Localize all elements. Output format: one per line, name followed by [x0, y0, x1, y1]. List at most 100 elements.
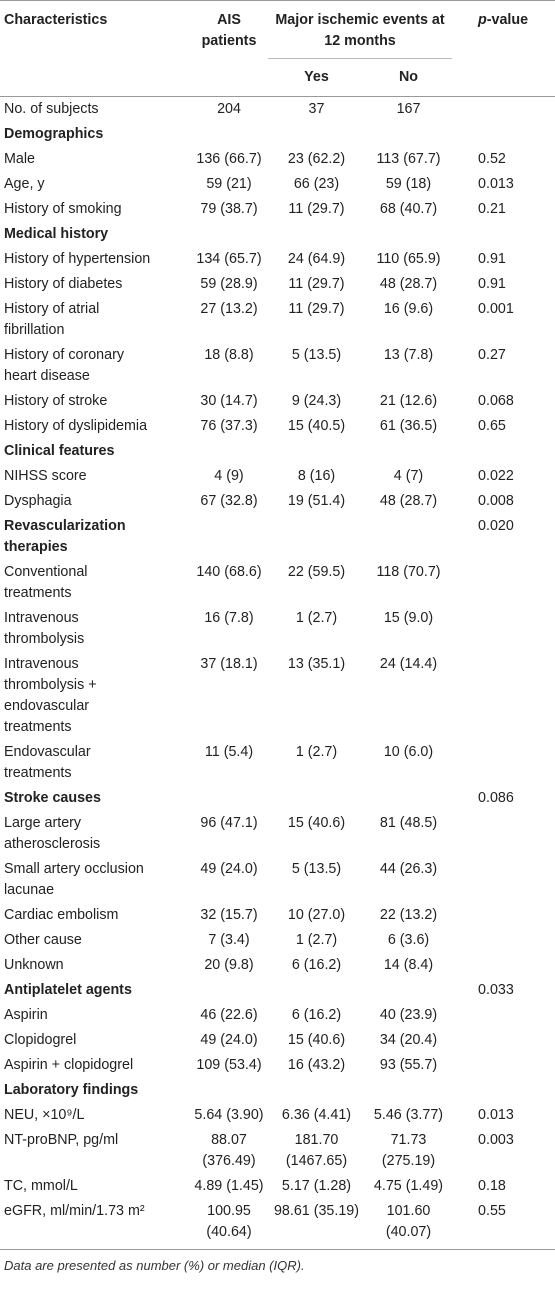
- cell-text: 13 (35.1): [287, 656, 346, 672]
- cell-text: 19 (51.4): [287, 493, 346, 509]
- cell-text: No. of subjects: [4, 101, 99, 117]
- cell: 16 (43.2): [268, 1053, 365, 1078]
- cell-line: lacunae: [4, 882, 55, 898]
- cell: 22 (59.5): [268, 560, 365, 606]
- section-row: Laboratory findings: [0, 1078, 555, 1103]
- header-italic: p: [478, 12, 487, 28]
- data-row: NEU, ×10⁹/L 5.64 (3.90) 6.36 (4.41) 5.46 (3…: [0, 1103, 555, 1128]
- cell-text: 0.013: [478, 1107, 514, 1123]
- cell-text: Laboratory findings: [4, 1082, 139, 1098]
- cell: 11 (29.7): [268, 197, 365, 222]
- cell: History of dyslipidemia: [0, 414, 190, 439]
- cell-text: 16 (7.8): [204, 610, 254, 626]
- cell-text: 0.086: [478, 790, 514, 806]
- cell-text: 11 (29.7): [288, 301, 345, 317]
- data-row: Age, y 59 (21) 66 (23) 59 (18) 0.013: [0, 172, 555, 197]
- cell-text: History of hypertension: [4, 251, 151, 267]
- cell-line: treatments: [4, 765, 72, 781]
- section-p: [452, 439, 555, 464]
- cell-text: 93 (55.7): [379, 1057, 438, 1073]
- cell-line: treatments: [4, 585, 72, 601]
- data-row: NT-proBNP, pg/ml 88.07 (376.49) 181.70 (1467…: [0, 1128, 555, 1174]
- data-row: Clopidogrel 49 (24.0) 15 (40.6) 34 (20.4): [0, 1028, 555, 1053]
- cell: 0.013: [452, 172, 555, 197]
- cell-text: 46 (22.6): [200, 1007, 258, 1023]
- cell-text: 167: [396, 101, 421, 117]
- cell: 109 (53.4): [190, 1053, 268, 1078]
- cell-line: Large artery: [4, 815, 82, 831]
- cell: 140 (68.6): [190, 560, 268, 606]
- section-p: 0.020: [452, 514, 555, 560]
- cell: [452, 560, 555, 606]
- cell: 76 (37.3): [190, 414, 268, 439]
- cell-line: 181.70: [294, 1132, 339, 1148]
- cell-text: 30 (14.7): [200, 393, 258, 409]
- cell: 59 (21): [190, 172, 268, 197]
- cell: 15 (40.6): [268, 811, 365, 857]
- cell: [452, 606, 555, 652]
- cell-text: Other cause: [4, 932, 82, 948]
- cell-text: 49 (24.0): [200, 861, 258, 877]
- header-text: -value: [486, 12, 529, 28]
- cell-text: 4.89 (1.45): [194, 1178, 264, 1194]
- cell-text: 0.013: [478, 176, 514, 192]
- cell-text: 0.91: [478, 276, 506, 292]
- cell-text: 118 (70.7): [376, 564, 441, 580]
- cell: 0.27: [452, 343, 555, 389]
- cell-text: 15 (40.6): [287, 815, 346, 831]
- cell-text: 48 (28.7): [379, 276, 438, 292]
- cell: Large artery atherosclerosis: [0, 811, 190, 857]
- cell: 37 (18.1): [190, 652, 268, 740]
- cell-line: (376.49): [202, 1153, 256, 1169]
- cell-text: Demographics: [4, 126, 104, 142]
- cell: History of hypertension: [0, 247, 190, 272]
- cell: 49 (24.0): [190, 857, 268, 903]
- section-p: [452, 1078, 555, 1103]
- cell: 4.75 (1.49): [365, 1174, 452, 1199]
- cell: 98.61 (35.19): [268, 1199, 365, 1245]
- cell: Small artery occlusion lacunae: [0, 857, 190, 903]
- section-title: Laboratory findings: [0, 1078, 452, 1103]
- cell: 93 (55.7): [365, 1053, 452, 1078]
- cell: 1 (2.7): [268, 928, 365, 953]
- cell: Intravenous thrombolysis + endovascular tre…: [0, 652, 190, 740]
- cell-text: 6.36 (4.41): [281, 1107, 352, 1123]
- cell-text: 0.52: [478, 151, 506, 167]
- header-line: 12 months: [324, 33, 396, 49]
- cell: [452, 652, 555, 740]
- cell-text: 0.068: [478, 393, 514, 409]
- cell-text: 21 (12.6): [379, 393, 438, 409]
- cell: 66 (23): [268, 172, 365, 197]
- cell: 0.068: [452, 389, 555, 414]
- cell-text: 0.020: [478, 518, 514, 534]
- cell: NIHSS score: [0, 464, 190, 489]
- cell-text: Clinical features: [4, 443, 115, 459]
- cell-text: 20 (9.8): [204, 957, 254, 973]
- cell-text: Unknown: [4, 957, 64, 973]
- data-row: No. of subjects 204 37 167: [0, 97, 555, 123]
- cell: Dysphagia: [0, 489, 190, 514]
- cell-text: 5 (13.5): [291, 347, 342, 363]
- cell: [452, 953, 555, 978]
- cell: 6 (3.6): [365, 928, 452, 953]
- cell: 4.89 (1.45): [190, 1174, 268, 1199]
- cell-text: Antiplatelet agents: [4, 982, 132, 998]
- cell: 40 (23.9): [365, 1003, 452, 1028]
- cell: History of stroke: [0, 389, 190, 414]
- cell-text: NEU, ×10⁹/L: [4, 1107, 85, 1123]
- cell: 11 (5.4): [190, 740, 268, 786]
- cell-text: Cardiac embolism: [4, 907, 119, 923]
- data-row: History of coronary heart disease 18 (8.8)…: [0, 343, 555, 389]
- data-row: Small artery occlusion lacunae 49 (24.0) 5 …: [0, 857, 555, 903]
- cell-text: Dysphagia: [4, 493, 72, 509]
- cell-line: heart disease: [4, 368, 90, 384]
- header-cell: Major ischemic events at 12 months: [268, 0, 453, 59]
- cell-text: 4 (9): [214, 468, 244, 484]
- cell: [452, 740, 555, 786]
- header-cell: Characteristics: [4, 12, 108, 28]
- cell-text: 204: [217, 101, 241, 117]
- section-row: Stroke causes 0.086: [0, 786, 555, 811]
- cell: Endovascular treatments: [0, 740, 190, 786]
- cell-line: Endovascular: [4, 744, 91, 760]
- cell-line: 100.95: [207, 1203, 251, 1219]
